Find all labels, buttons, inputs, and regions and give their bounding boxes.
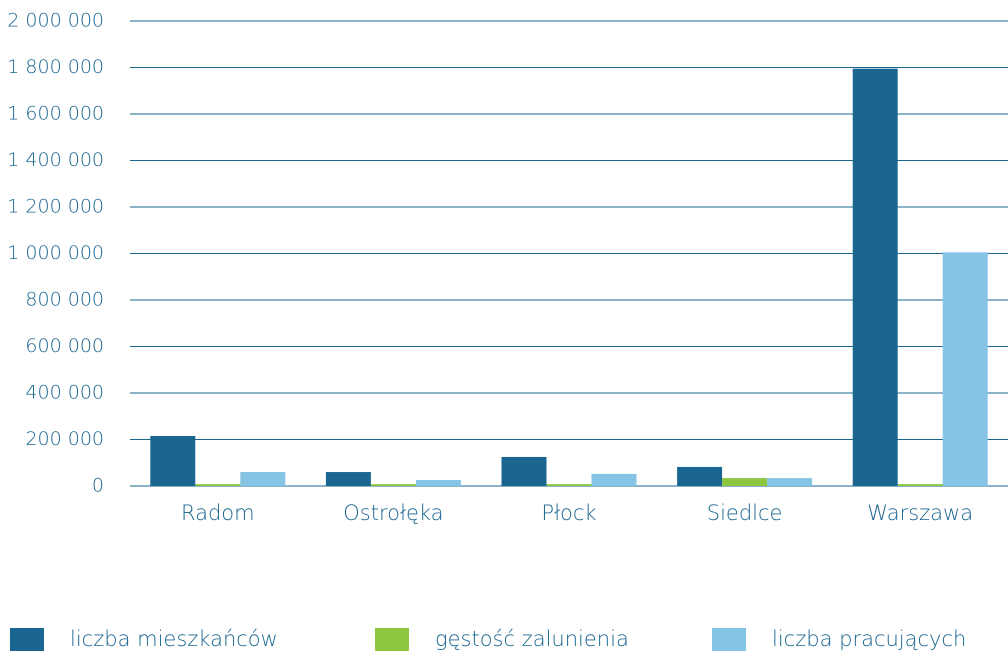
y-tick-label: 1 000 000: [7, 242, 104, 264]
bar: [722, 478, 768, 486]
x-tick-label: Siedlce: [707, 501, 783, 525]
x-tick-label: Płock: [541, 501, 596, 525]
y-tick-label: 400 000: [25, 382, 104, 404]
y-tick-label: 1 200 000: [7, 196, 104, 218]
bar: [370, 484, 416, 486]
bar: [415, 479, 461, 486]
x-tick-label: Ostrołęka: [343, 501, 443, 525]
bar: [240, 472, 286, 486]
bar: [677, 466, 723, 486]
y-tick-label: 2 000 000: [7, 10, 104, 32]
legend-swatch: [712, 628, 746, 651]
bar: [767, 478, 813, 486]
bar: [942, 252, 988, 486]
bar: [591, 473, 637, 486]
y-tick-label: 0: [92, 475, 104, 497]
bar: [325, 472, 371, 486]
x-tick-label: Warszawa: [867, 501, 973, 525]
y-tick-label: 1 800 000: [7, 56, 104, 78]
legend-label: gęstość zalunienia: [435, 627, 629, 651]
legend-swatch: [10, 628, 44, 651]
bar: [150, 436, 196, 486]
bar: [546, 484, 592, 486]
legend-label: liczba mieszkańców: [70, 627, 278, 651]
y-tick-label: 1 400 000: [7, 149, 104, 171]
y-tick-label: 1 600 000: [7, 103, 104, 125]
y-tick-label: 200 000: [25, 428, 104, 450]
bar: [501, 456, 547, 486]
y-tick-label: 600 000: [25, 335, 104, 357]
legend-swatch: [375, 628, 409, 651]
legend-label: liczba pracujących: [772, 627, 966, 651]
bar: [195, 484, 241, 486]
x-tick-label: Radom: [181, 501, 255, 525]
bar: [852, 68, 898, 486]
y-tick-label: 800 000: [25, 289, 104, 311]
bar: [897, 484, 943, 486]
